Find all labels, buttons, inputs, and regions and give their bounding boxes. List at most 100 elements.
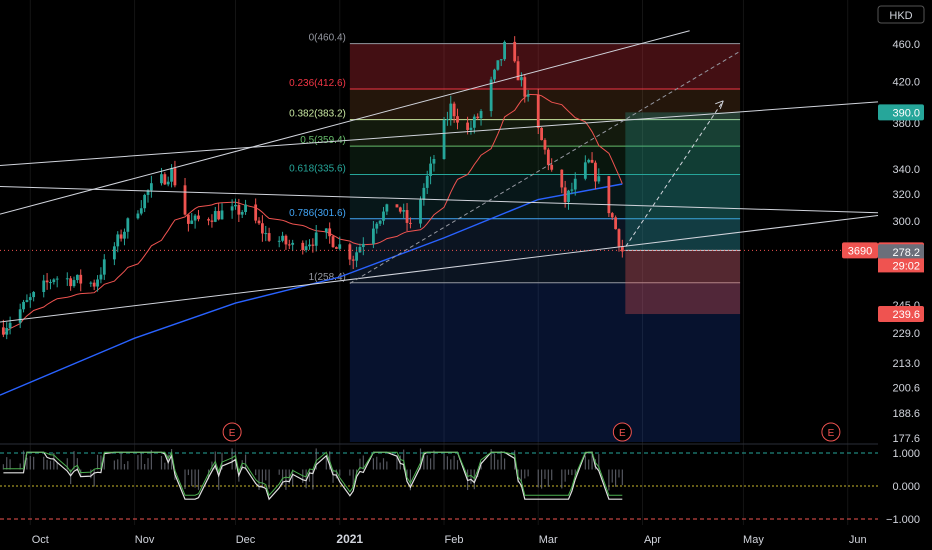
fib-level-label: 1(258.4) bbox=[309, 272, 346, 283]
candle-body bbox=[102, 259, 106, 275]
time-label: May bbox=[743, 534, 764, 546]
candle-body bbox=[546, 149, 550, 165]
fibonacci-retracement[interactable]: 0(460.4) 0.236(412.6) 0.382(383.2) 0.5(359.… bbox=[289, 33, 741, 442]
candle-body bbox=[540, 127, 544, 141]
price-axis[interactable]: HKD 460.0420.0380.0340.0320.0300.0245.02… bbox=[877, 5, 925, 445]
time-label: Apr bbox=[644, 534, 661, 546]
countdown-box bbox=[878, 258, 924, 273]
fib-level-label: 0.5(359.4) bbox=[300, 135, 346, 146]
trendline bbox=[0, 30, 690, 215]
candle-body bbox=[523, 77, 527, 97]
candle-body bbox=[489, 79, 493, 112]
currency-badge[interactable]: HKD bbox=[889, 10, 912, 22]
candle-body bbox=[382, 211, 385, 221]
time-label: Nov bbox=[135, 534, 155, 546]
candle-body bbox=[493, 69, 496, 80]
candle-body bbox=[5, 328, 9, 335]
candle-body bbox=[186, 214, 190, 224]
earnings-marker bbox=[612, 422, 632, 442]
candle-body bbox=[126, 218, 130, 232]
candle-body bbox=[52, 279, 56, 283]
trendlines[interactable] bbox=[0, 30, 879, 323]
candle-body bbox=[210, 220, 214, 222]
price-tick: 340.0 bbox=[892, 164, 920, 176]
candle-body bbox=[536, 94, 540, 128]
candle-body bbox=[348, 244, 352, 260]
candle-body bbox=[79, 274, 83, 284]
candle-body bbox=[32, 292, 36, 298]
osc-signal-line bbox=[3, 450, 623, 497]
candle-body bbox=[398, 207, 402, 212]
candle-body bbox=[69, 278, 73, 287]
candle-body bbox=[183, 185, 187, 215]
price-label-text: 239.6 bbox=[892, 309, 920, 321]
candle-body bbox=[432, 159, 436, 164]
candle-body bbox=[372, 228, 375, 244]
trendline bbox=[0, 186, 879, 214]
candle-body bbox=[476, 116, 480, 119]
candle-body bbox=[22, 301, 25, 310]
candle-body bbox=[139, 208, 143, 214]
candle-body bbox=[331, 236, 335, 248]
candle-body bbox=[563, 187, 567, 203]
candle-body bbox=[355, 252, 358, 261]
fib-extension bbox=[349, 282, 741, 442]
candle-body bbox=[479, 111, 483, 119]
candle-body bbox=[65, 278, 69, 280]
candle-body bbox=[234, 204, 237, 207]
candle-body bbox=[166, 181, 170, 185]
candle-body bbox=[264, 233, 268, 235]
candle-body bbox=[614, 217, 618, 230]
candle-body bbox=[96, 279, 99, 287]
candle-body bbox=[425, 175, 429, 188]
candle-body bbox=[395, 204, 399, 208]
time-label: Oct bbox=[32, 534, 49, 546]
candle-body bbox=[173, 168, 177, 186]
candle-body bbox=[338, 244, 342, 249]
time-label: Feb bbox=[445, 534, 464, 546]
price-label-box bbox=[878, 104, 924, 121]
candle-body bbox=[45, 280, 49, 283]
candle-body bbox=[446, 119, 449, 121]
candles bbox=[1, 36, 624, 340]
candle-body bbox=[304, 246, 308, 250]
candle-body bbox=[469, 127, 473, 130]
candle-body bbox=[516, 61, 520, 81]
candle-body bbox=[146, 190, 150, 195]
time-axis[interactable]: Oct Nov Dec 2021 Feb Mar Apr May Jun bbox=[32, 532, 867, 546]
candle-body bbox=[291, 242, 295, 245]
time-label: Mar bbox=[539, 534, 558, 546]
candle-body bbox=[466, 122, 469, 130]
price-tick: 229.0 bbox=[892, 328, 920, 340]
long-position-tool[interactable] bbox=[625, 112, 741, 315]
projection-arrow bbox=[625, 100, 724, 247]
candle-body bbox=[422, 187, 426, 200]
candle-body bbox=[287, 244, 291, 246]
candle-body bbox=[136, 213, 140, 219]
candle-body bbox=[207, 219, 210, 221]
profit-zone bbox=[625, 112, 741, 251]
fib-level-label: 0.618(335.6) bbox=[289, 164, 346, 175]
osc-tick: −1.000 bbox=[886, 514, 920, 526]
candle-body bbox=[351, 259, 355, 261]
candle-body bbox=[597, 176, 601, 182]
candle-body bbox=[560, 169, 564, 188]
dashed-trendline bbox=[349, 50, 741, 284]
candle-body bbox=[254, 204, 258, 221]
candle-body bbox=[18, 309, 22, 323]
candle-body bbox=[610, 213, 614, 218]
candle-body bbox=[1, 327, 5, 335]
candle-body bbox=[149, 183, 153, 191]
price-tick: 200.6 bbox=[892, 383, 920, 395]
candle-body bbox=[89, 282, 93, 284]
candle-body bbox=[402, 210, 406, 212]
candle-body bbox=[25, 300, 29, 302]
candle-body bbox=[220, 210, 224, 220]
price-tick: 188.6 bbox=[892, 408, 920, 420]
candle-body bbox=[55, 278, 59, 280]
candle-body bbox=[570, 189, 574, 191]
candle-body bbox=[49, 282, 52, 284]
